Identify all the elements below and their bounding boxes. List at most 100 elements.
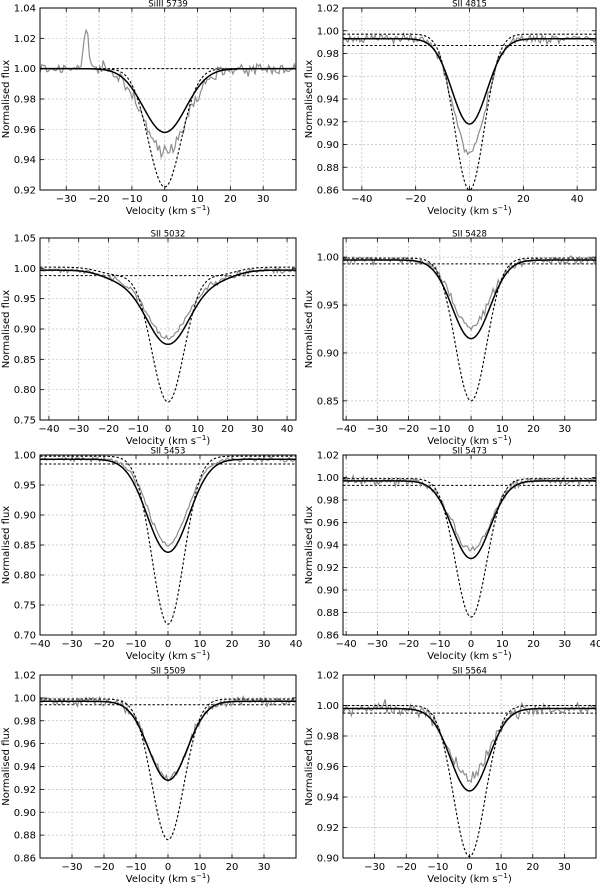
- model-solid: [343, 707, 596, 792]
- panel-title: SII 5428: [452, 230, 487, 240]
- x-axis-label: Velocity (km s−1): [427, 204, 512, 217]
- y-tick-label: 0.86: [14, 854, 36, 865]
- x-tick-label: 10: [495, 862, 508, 873]
- x-tick-label: 10: [194, 639, 207, 650]
- x-tick-label: −10: [429, 639, 450, 650]
- x-tick-label: −20: [396, 862, 417, 873]
- x-tick-label: −10: [128, 424, 149, 435]
- x-tick-label: 10: [496, 639, 509, 650]
- x-tick-label: −40: [29, 639, 50, 650]
- y-tick-label: 1.00: [14, 693, 36, 704]
- x-tick-label: −20: [93, 639, 114, 650]
- x-axis-label: Velocity (km s−1): [427, 434, 512, 447]
- model-solid: [40, 700, 296, 781]
- x-tick-label: −30: [68, 424, 89, 435]
- y-tick-label: 0.96: [317, 762, 339, 773]
- y-tick-label: 0.94: [14, 762, 36, 773]
- y-tick-label: 0.98: [317, 496, 339, 507]
- y-tick-label: 1.00: [317, 473, 339, 484]
- plot-area: [40, 455, 296, 625]
- x-tick-label: 40: [590, 639, 600, 650]
- x-tick-label: 10: [191, 424, 204, 435]
- y-tick-label: 0.90: [317, 348, 339, 359]
- model-solid: [40, 458, 296, 553]
- y-tick-label: 0.85: [14, 355, 36, 366]
- y-tick-label: 0.94: [317, 95, 339, 106]
- x-tick-label: 0: [162, 194, 168, 205]
- y-tick-label: 0.95: [317, 301, 339, 312]
- x-axis-label: Velocity (km s−1): [126, 872, 211, 885]
- panel-title: SII 5509: [151, 667, 186, 677]
- y-axis-label: Normalised flux: [1, 727, 12, 805]
- y-tick-label: 0.94: [317, 793, 339, 804]
- panel-siiii-5739: −30 −20 −10 0 10 20 30 0.92 0.94 0.96 0.98 1.00 1.02…: [1, 0, 297, 217]
- y-tick-label: 0.90: [317, 140, 339, 151]
- y-tick-label: 0.86: [317, 631, 339, 642]
- y-tick-label: 0.94: [14, 155, 36, 166]
- y-axis-label: Normalised flux: [304, 60, 315, 138]
- panel-title: SII 4815: [452, 0, 487, 10]
- y-tick-label: 1.02: [317, 451, 339, 462]
- y-tick-label: 0.90: [14, 808, 36, 819]
- x-tick-label: −20: [98, 424, 119, 435]
- y-tick-label: 0.80: [14, 571, 36, 582]
- y-tick-label: 0.80: [14, 385, 36, 396]
- y-tick-label: 0.88: [317, 608, 339, 619]
- y-tick-label: 0.96: [14, 739, 36, 750]
- x-tick-label: 0: [468, 424, 474, 435]
- y-tick-label: 1.05: [14, 234, 36, 245]
- model-dotted: [40, 455, 296, 625]
- x-tick-label: −20: [398, 424, 419, 435]
- x-tick-label: 0: [468, 639, 474, 650]
- y-tick-label: 0.94: [317, 541, 339, 552]
- y-axis-label: Normalised flux: [1, 290, 12, 368]
- y-tick-label: 0.92: [317, 563, 339, 574]
- x-axis-label: Velocity (km s−1): [427, 872, 512, 885]
- x-tick-label: 30: [258, 639, 271, 650]
- panel-sii-5473: −40 −30 −20 −10 0 10 20 30 40 0.86 0.88 0.90 0.92 0.9…: [304, 447, 600, 663]
- x-tick-label: −10: [121, 194, 142, 205]
- model-dotted: [40, 698, 296, 841]
- x-tick-label: 30: [258, 862, 271, 873]
- x-tick-label: 20: [226, 639, 239, 650]
- x-tick-label: −40: [336, 639, 357, 650]
- model-dotted: [40, 266, 296, 403]
- panel-title: SII 5453: [151, 447, 186, 457]
- x-tick-label: 20: [517, 194, 530, 205]
- observed-spectrum: [343, 255, 596, 331]
- plot-area: [343, 699, 596, 858]
- panel-title: SII 5473: [452, 447, 487, 457]
- x-tick-label: −20: [93, 862, 114, 873]
- y-tick-label: 0.90: [14, 325, 36, 336]
- panel-sii-5564: −30 −20 −10 0 10 20 30 0.90 0.92 0.94 0.96 0.98 1.00…: [304, 667, 597, 885]
- model-solid: [343, 480, 596, 560]
- observed-spectrum: [343, 699, 596, 784]
- panel-title: SiIII 5739: [148, 0, 188, 10]
- x-axis-label: Velocity (km s−1): [126, 204, 211, 217]
- model-dotted: [343, 33, 596, 190]
- y-tick-label: 0.92: [317, 823, 339, 834]
- x-tick-label: −30: [364, 862, 385, 873]
- x-tick-label: −40: [38, 424, 59, 435]
- panel-title: SII 5564: [452, 667, 487, 677]
- y-tick-label: 0.95: [14, 481, 36, 492]
- x-tick-label: 20: [527, 424, 540, 435]
- y-tick-label: 1.02: [317, 4, 339, 15]
- x-tick-label: −10: [125, 639, 146, 650]
- y-tick-label: 1.00: [317, 26, 339, 37]
- y-tick-label: 0.90: [317, 586, 339, 597]
- x-tick-label: 40: [571, 194, 584, 205]
- x-axis-label: Velocity (km s−1): [126, 649, 211, 662]
- x-tick-label: −10: [429, 424, 450, 435]
- y-tick-label: 1.00: [14, 64, 36, 75]
- model-solid: [40, 67, 296, 134]
- x-axis-label: Velocity (km s−1): [427, 649, 512, 662]
- x-tick-label: 10: [191, 194, 204, 205]
- x-tick-label: −30: [61, 639, 82, 650]
- y-tick-label: 0.92: [317, 117, 339, 128]
- y-tick-label: 0.86: [317, 186, 339, 197]
- observed-spectrum: [40, 265, 296, 340]
- y-tick-label: 0.75: [14, 416, 36, 427]
- plot-area: [343, 31, 596, 190]
- x-tick-label: −30: [367, 639, 388, 650]
